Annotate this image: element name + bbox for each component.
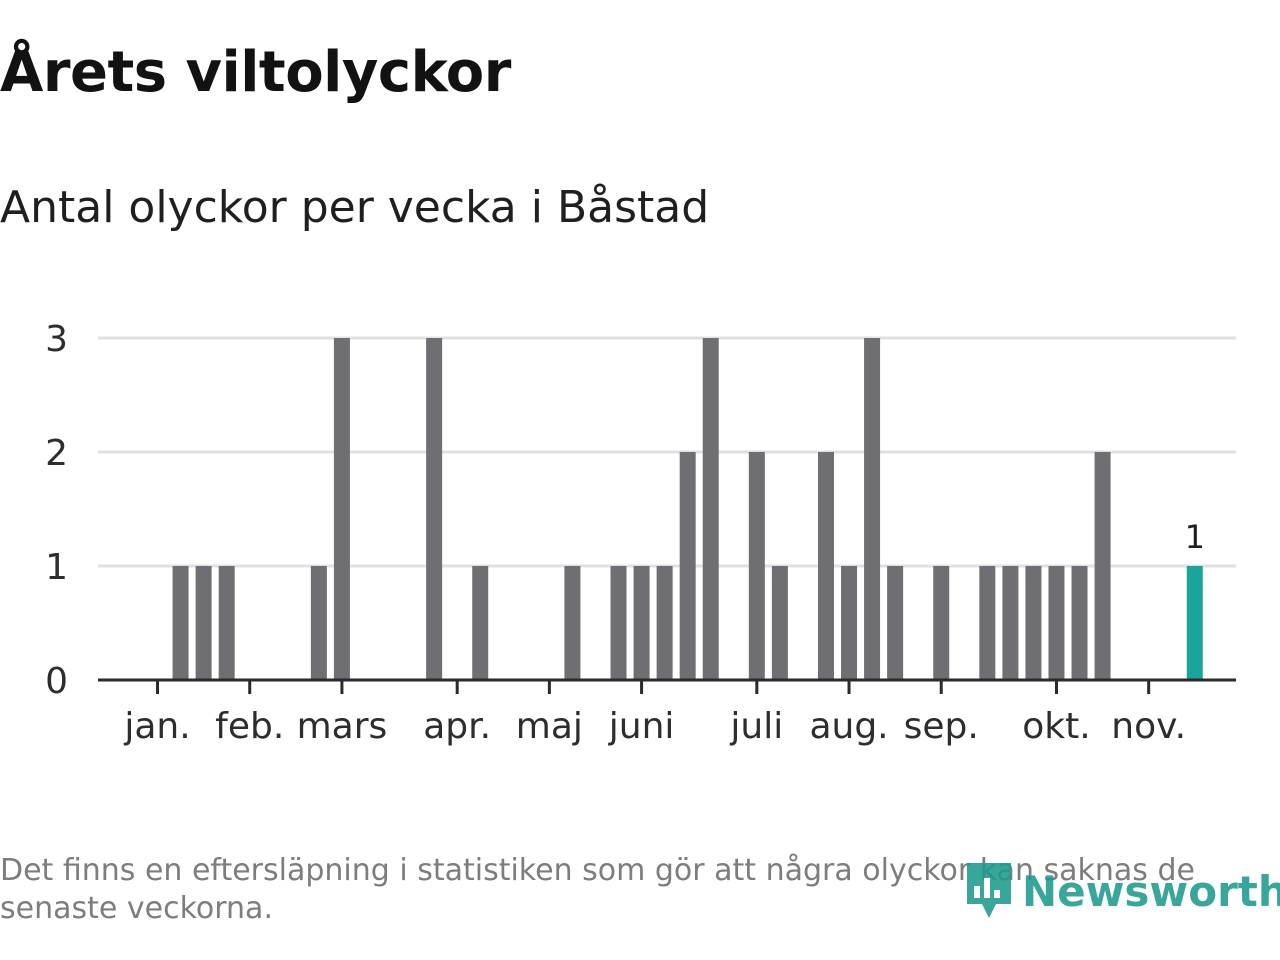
bar <box>656 566 673 680</box>
bar <box>195 566 212 680</box>
bar <box>633 566 650 680</box>
bar <box>610 566 627 680</box>
x-tick-label: feb. <box>215 706 284 747</box>
bar <box>1048 566 1065 680</box>
bar <box>472 566 489 680</box>
bar <box>887 566 904 680</box>
chart-title: Årets viltolyckor <box>0 40 511 105</box>
x-tick-label: sep. <box>904 706 979 747</box>
x-tick-label: maj <box>516 706 583 747</box>
brand-name: Newsworthy <box>1022 866 1280 916</box>
x-tick-label: nov. <box>1111 706 1186 747</box>
bar <box>817 452 834 680</box>
bar <box>933 566 950 680</box>
chart-subtitle: Antal olyckor per vecka i Båstad <box>0 182 710 233</box>
bar <box>564 566 581 680</box>
x-tick-label: juni <box>608 706 675 747</box>
x-tick-label: jan. <box>123 706 190 747</box>
x-tick-label: okt. <box>1022 706 1090 747</box>
y-tick-label: 0 <box>45 661 68 702</box>
bar <box>748 452 765 680</box>
bar <box>172 566 189 680</box>
bar <box>310 566 327 680</box>
bar <box>702 338 719 680</box>
bar <box>1094 452 1111 680</box>
x-tick-label: juli <box>729 706 783 747</box>
bar <box>1002 566 1019 680</box>
bar <box>771 566 788 680</box>
bar <box>1025 566 1042 680</box>
bar <box>979 566 996 680</box>
bar <box>1071 566 1088 680</box>
y-tick-label: 3 <box>45 319 68 360</box>
bar <box>679 452 696 680</box>
y-tick-label: 1 <box>45 547 68 588</box>
x-tick-label: mars <box>297 706 388 747</box>
weekly-accidents-bar-chart: 0 1 2 3 1 jan. feb. mars apr. maj juni juli aug. sep.… <box>45 319 1236 747</box>
y-tick-label: 2 <box>45 433 68 474</box>
bar <box>426 338 443 680</box>
bar <box>218 566 235 680</box>
bar <box>864 338 881 680</box>
highlight-data-label: 1 <box>1185 518 1205 556</box>
bar <box>333 338 350 680</box>
x-tick-label: apr. <box>423 706 491 747</box>
brand-logo: Newsworthy <box>964 860 1280 922</box>
x-tick-label: aug. <box>809 706 888 747</box>
bar <box>841 566 858 680</box>
newsworthy-logo-icon <box>967 863 1011 918</box>
highlight-bar <box>1186 566 1203 680</box>
